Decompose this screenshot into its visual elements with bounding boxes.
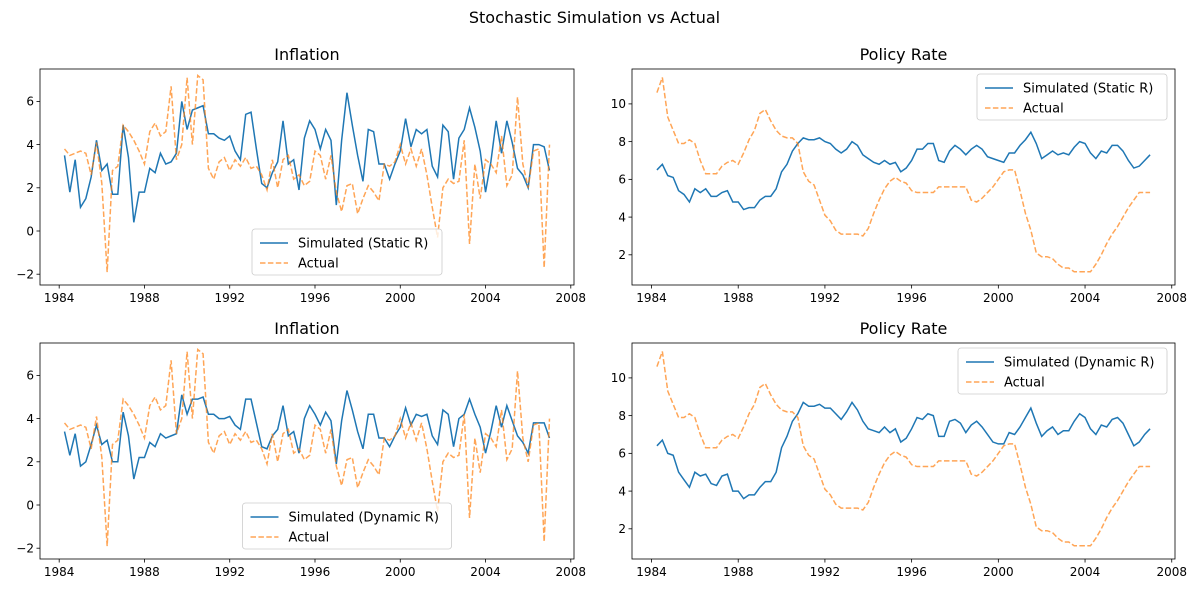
legend-box [251,228,443,276]
y-tick-label: 10 [611,371,626,385]
y-tick-label: 8 [618,409,626,423]
axes-frame [39,68,575,286]
y-tick-label: 2 [618,522,626,536]
series-line-actual [656,351,1151,547]
series-line-actual [63,347,551,547]
x-tick-label: 1984 [44,565,75,579]
x-tick-label: 2008 [556,291,587,305]
x-tick-label: 1984 [636,291,667,305]
axes-frame [39,342,575,560]
x-tick-label: 1988 [723,291,754,305]
x-tick-label: 2004 [470,565,501,579]
series-line-simulated [656,401,1151,500]
subplot-title: Policy Rate [860,319,948,338]
axes-frame [631,342,1176,560]
legend-label-simulated: Simulated (Dynamic R) [1004,356,1154,371]
x-tick-label: 2004 [470,291,501,305]
series-line-actual [63,73,551,273]
series-line-simulated [656,130,1151,211]
x-tick-label: 1988 [129,565,160,579]
y-tick-label: 0 [26,224,34,238]
y-tick-label: 6 [618,173,626,187]
x-tick-label: 2008 [1156,291,1187,305]
y-tick-label: 4 [618,210,626,224]
legend-box [957,347,1168,395]
subplot-1: Inflation 1984 1988 1992 1996 2000 2004 2008 −2 0… [16,45,586,305]
series-line-simulated [63,390,551,480]
x-tick-label: 2000 [983,291,1014,305]
figure-suptitle: Stochastic Simulation vs Actual [469,8,720,27]
x-tick-label: 2000 [385,291,416,305]
legend: Simulated (Dynamic R) Actual [957,347,1168,395]
legend-box [976,73,1168,121]
x-tick-label: 1996 [300,565,331,579]
legend-label-actual: Actual [1023,102,1064,117]
x-tick-label: 2004 [1070,565,1101,579]
legend: Simulated (Static R) Actual [976,73,1168,121]
legend-label-simulated: Simulated (Static R) [1023,82,1153,97]
x-tick-label: 1992 [810,565,841,579]
legend-label-actual: Actual [289,531,330,546]
x-tick-label: 2000 [983,565,1014,579]
x-tick-label: 1996 [896,291,927,305]
y-tick-label: 2 [26,455,34,469]
legend-label-simulated: Simulated (Static R) [298,237,428,252]
x-tick-label: 2004 [1070,291,1101,305]
legend-label-actual: Actual [298,257,339,272]
y-tick-label: 4 [26,412,34,426]
y-tick-label: 6 [26,95,34,109]
subplot-title: Inflation [274,45,339,64]
legend: Simulated (Dynamic R) Actual [242,502,452,550]
y-tick-label: 10 [611,97,626,111]
legend: Simulated (Static R) Actual [251,228,443,276]
y-tick-label: 4 [618,484,626,498]
x-tick-label: 1984 [636,565,667,579]
x-tick-label: 2008 [1156,565,1187,579]
x-tick-label: 1992 [214,291,245,305]
subplot-3: Inflation 1984 1988 1992 1996 2000 2004 2008 −2 0… [16,319,586,579]
x-tick-label: 2008 [556,565,587,579]
x-tick-label: 1988 [723,565,754,579]
x-tick-label: 1996 [300,291,331,305]
y-tick-label: −2 [16,268,34,282]
x-tick-label: 1984 [44,291,75,305]
x-tick-label: 1988 [129,291,160,305]
legend-box [242,502,452,550]
series-line-actual [656,77,1151,273]
series-line-simulated [63,92,551,223]
legend-label-simulated: Simulated (Dynamic R) [289,511,439,526]
x-tick-label: 1996 [896,565,927,579]
subplot-2: Policy Rate 1984 1988 1992 1996 2000 2004 2008 2… [611,45,1187,305]
y-tick-label: 4 [26,138,34,152]
y-tick-label: −2 [16,542,34,556]
axes-frame [631,68,1176,286]
y-tick-label: 8 [618,135,626,149]
subplot-title: Policy Rate [860,45,948,64]
y-tick-label: 2 [26,181,34,195]
y-tick-label: 6 [26,369,34,383]
y-tick-label: 0 [26,498,34,512]
x-tick-label: 1992 [214,565,245,579]
subplot-title: Inflation [274,319,339,338]
y-tick-label: 2 [618,248,626,262]
y-tick-label: 6 [618,447,626,461]
subplot-4: Policy Rate 1984 1988 1992 1996 2000 2004 2008 2… [611,319,1187,579]
x-tick-label: 2000 [385,565,416,579]
x-tick-label: 1992 [810,291,841,305]
legend-label-actual: Actual [1004,376,1045,391]
